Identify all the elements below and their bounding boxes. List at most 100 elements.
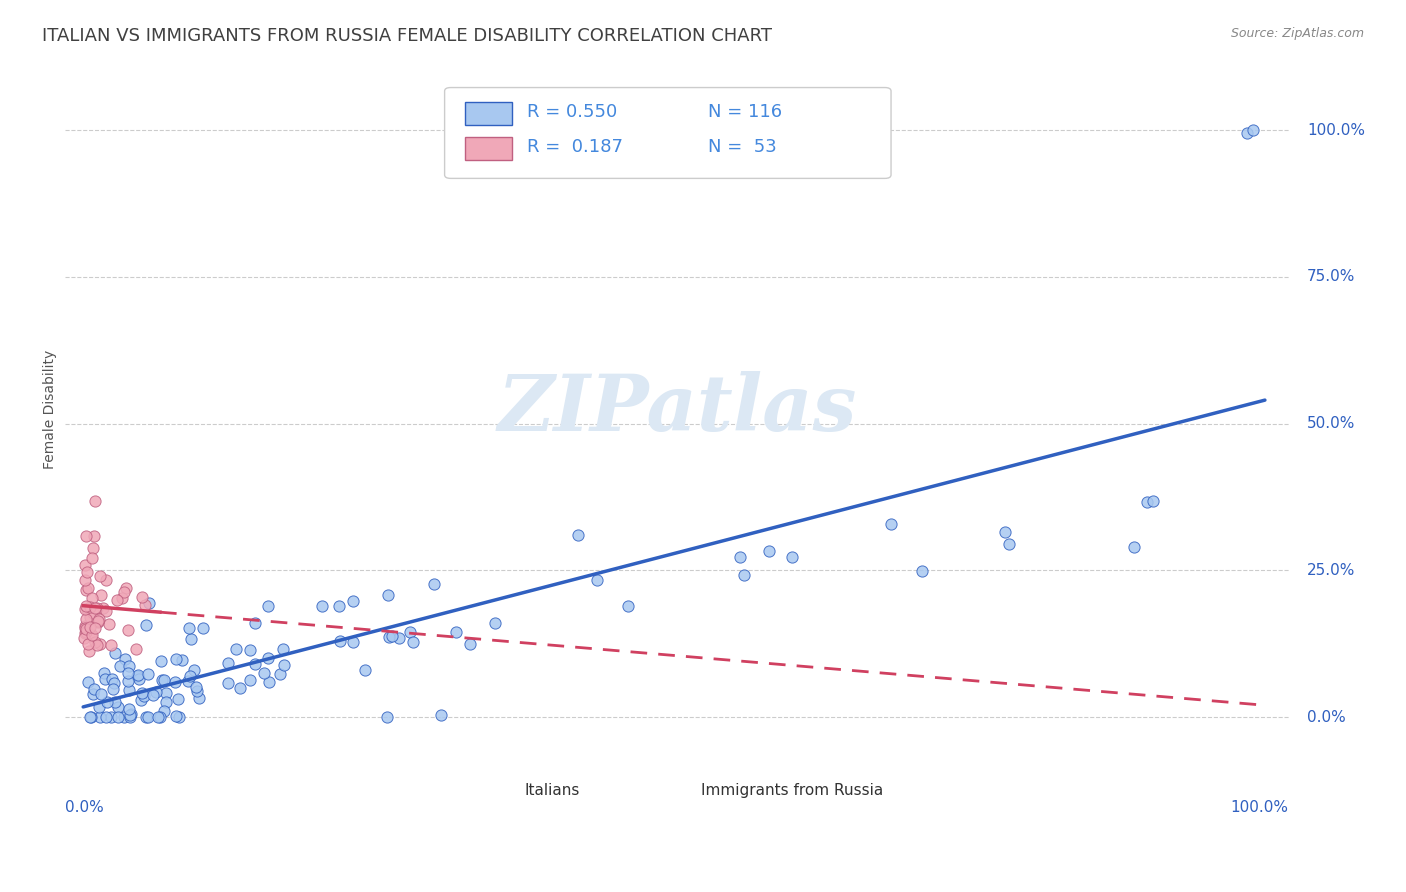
Point (89, 710, 111, 724)
Point (75, 583, 97, 598)
Point (311, 599, 333, 613)
Point (91, 600, 114, 615)
Point (269, 667, 291, 681)
Point (229, 681, 252, 695)
Point (1122, 540, 1144, 554)
Point (257, 675, 280, 690)
Point (458, 637, 481, 651)
Point (146, 710, 169, 724)
Point (118, 659, 141, 673)
Point (155, 695, 177, 709)
Point (75, 626, 97, 640)
FancyBboxPatch shape (665, 783, 695, 799)
Point (75, 613, 97, 627)
Point (76, 602, 98, 616)
Point (329, 634, 352, 648)
Point (153, 704, 176, 718)
Point (131, 686, 153, 700)
Point (90, 687, 112, 701)
Point (131, 591, 153, 605)
Point (136, 710, 159, 724)
Point (89, 569, 111, 583)
Point (93, 673, 115, 687)
Point (79, 710, 101, 724)
Point (117, 666, 139, 681)
Point (75, 625, 97, 640)
Point (90, 588, 112, 602)
Point (994, 525, 1017, 540)
Text: 100.0%: 100.0% (1230, 800, 1288, 815)
Text: R = 0.550: R = 0.550 (527, 103, 617, 121)
Point (225, 642, 247, 657)
Point (328, 599, 350, 614)
Point (73, 558, 96, 573)
Point (422, 576, 444, 591)
Point (83, 494, 105, 508)
Point (342, 635, 364, 649)
Point (75, 529, 97, 543)
Point (118, 701, 141, 715)
Text: 75.0%: 75.0% (1308, 269, 1355, 285)
Point (82, 591, 104, 606)
Point (129, 693, 152, 707)
Point (217, 676, 239, 690)
Point (82, 541, 104, 556)
Text: Italians: Italians (524, 783, 579, 798)
Point (257, 651, 280, 665)
Point (145, 685, 167, 699)
Point (83, 528, 105, 542)
Point (239, 643, 262, 657)
Text: Source: ZipAtlas.com: Source: ZipAtlas.com (1230, 27, 1364, 40)
Point (353, 664, 375, 678)
FancyBboxPatch shape (465, 103, 512, 125)
Point (86, 601, 108, 615)
Point (245, 657, 267, 672)
Point (107, 710, 129, 724)
Point (82, 606, 104, 620)
Point (401, 634, 423, 648)
Point (83, 682, 105, 697)
Point (217, 656, 239, 670)
Point (191, 621, 214, 635)
Point (77, 644, 100, 658)
Point (80, 628, 103, 642)
Point (117, 623, 139, 637)
Point (342, 594, 364, 608)
Point (166, 692, 188, 706)
Point (1236, 126, 1258, 140)
Point (186, 684, 208, 698)
Point (170, 653, 193, 667)
Point (125, 642, 148, 657)
Point (153, 673, 176, 687)
Point (107, 593, 129, 607)
Point (96, 574, 118, 588)
Point (1136, 494, 1159, 508)
Point (83, 600, 105, 615)
Point (76, 566, 98, 580)
Point (165, 652, 187, 666)
Text: ITALIAN VS IMMIGRANTS FROM RUSSIA FEMALE DISABILITY CORRELATION CHART: ITALIAN VS IMMIGRANTS FROM RUSSIA FEMALE… (42, 27, 772, 45)
Point (165, 709, 187, 723)
Point (120, 707, 142, 722)
Point (84, 635, 107, 649)
Point (273, 658, 295, 673)
Point (135, 710, 157, 724)
Point (103, 676, 125, 690)
Text: 25.0%: 25.0% (1308, 563, 1355, 578)
Point (617, 599, 640, 613)
Point (167, 710, 190, 724)
Y-axis label: Female Disability: Female Disability (44, 350, 58, 468)
Point (112, 710, 135, 724)
Point (93, 665, 115, 680)
Point (77, 675, 100, 690)
Point (100, 710, 122, 724)
Point (183, 663, 205, 677)
Point (87, 612, 110, 626)
Point (155, 686, 177, 700)
Point (73, 602, 96, 616)
Point (115, 581, 138, 595)
Point (89, 637, 111, 651)
Point (79, 610, 101, 624)
Text: ZIPatlas: ZIPatlas (498, 371, 856, 447)
Point (111, 591, 134, 605)
